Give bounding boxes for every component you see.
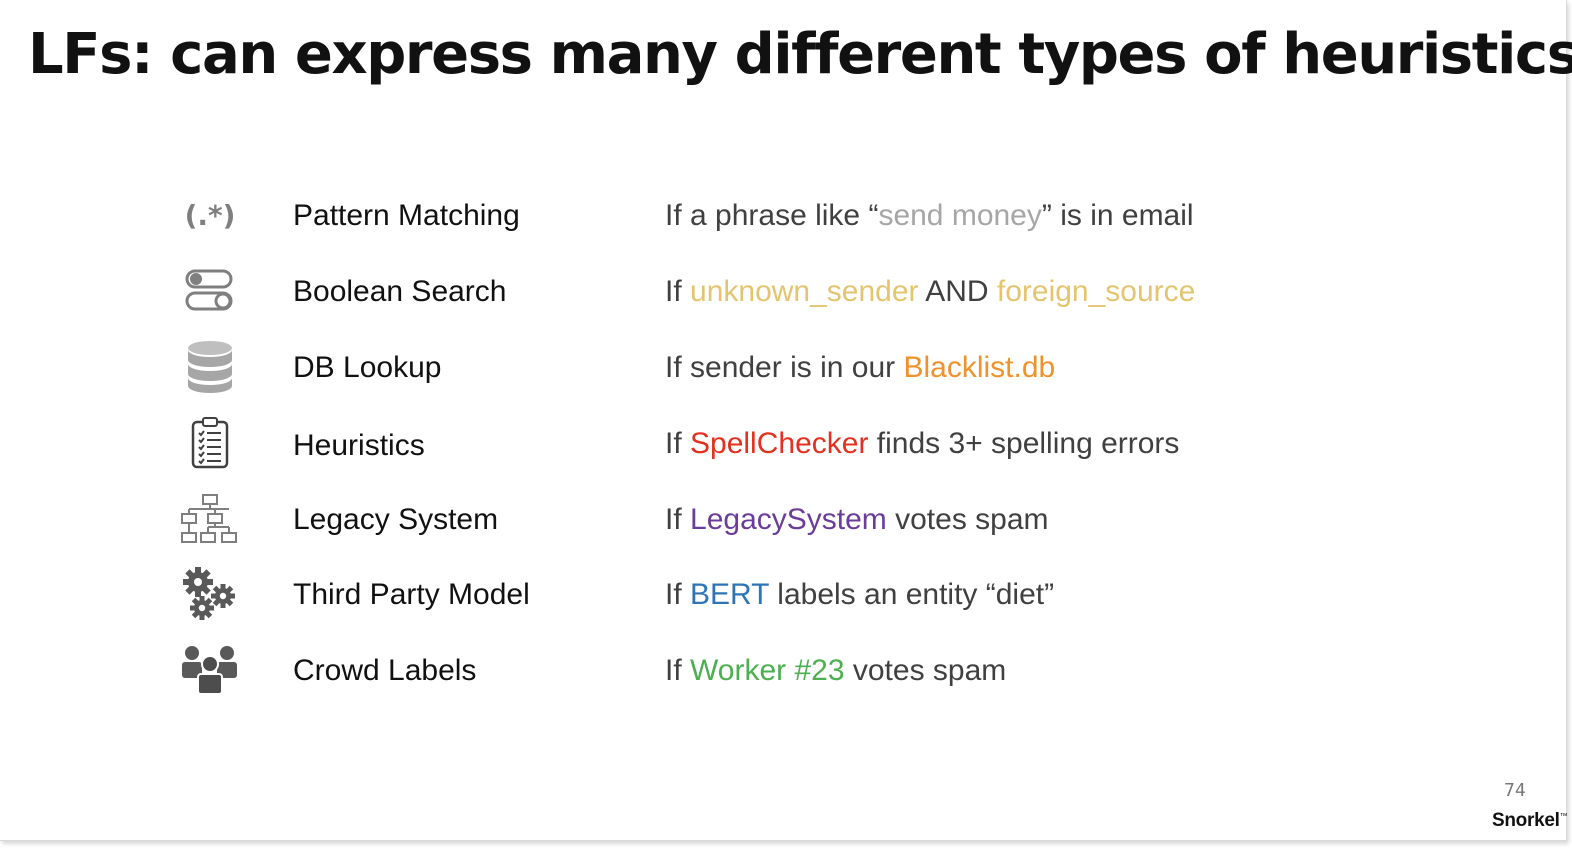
desc-part: If (665, 275, 691, 308)
heuristic-row: DB Lookup If sender is in our Blacklist.… (0, 337, 1400, 397)
heuristic-row: Heuristics If SpellChecker finds 3+ spel… (0, 413, 1400, 473)
heuristic-row: Third Party Model If BERT labels an enti… (0, 564, 1400, 624)
desc-part: If sender is in our (665, 351, 904, 384)
row-label: Crowd Labels (293, 654, 477, 687)
desc-highlight: LegacySystem (690, 503, 887, 536)
gears-icon (178, 564, 242, 624)
clipboard-checklist-icon (178, 413, 242, 473)
row-description: If a phrase like “send money” is in emai… (665, 199, 1194, 233)
row-label: Boolean Search (293, 275, 507, 308)
row-label: Heuristics (293, 429, 425, 462)
desc-highlight: Blacklist.db (903, 351, 1056, 384)
crowd-people-icon (178, 640, 242, 700)
row-description: If LegacySystem votes spam (665, 503, 1049, 537)
heuristic-row: Legacy System If LegacySystem votes spam (0, 489, 1400, 549)
heuristic-row: (.*) Pattern Matching If a phrase like “… (0, 185, 1400, 245)
toggle-switches-icon (178, 261, 242, 321)
row-label: Legacy System (293, 503, 499, 536)
desc-part: votes spam (886, 503, 1049, 536)
page-number: 74 (1504, 780, 1526, 801)
desc-part: If (665, 427, 691, 460)
row-description: If unknown_sender AND foreign_source (665, 275, 1195, 309)
row-label: Third Party Model (293, 578, 530, 611)
desc-part: AND (918, 275, 997, 308)
row-description: If Worker #23 votes spam (665, 654, 1006, 688)
desc-highlight: send money (878, 199, 1042, 232)
heuristic-row: Crowd Labels If Worker #23 votes spam (0, 640, 1400, 700)
desc-part: votes spam (844, 654, 1007, 687)
hierarchy-chart-icon (178, 489, 242, 549)
desc-highlight: foreign_source (996, 275, 1196, 308)
desc-part: If (665, 578, 691, 611)
row-description: If SpellChecker finds 3+ spelling errors (665, 427, 1179, 461)
desc-highlight: Worker #23 (690, 654, 845, 687)
row-label: Pattern Matching (293, 199, 520, 232)
desc-part: If (665, 503, 691, 536)
desc-highlight: unknown_sender (690, 275, 919, 308)
desc-part: finds 3+ spelling errors (868, 427, 1180, 460)
desc-part: If (665, 654, 691, 687)
slide-title: LFs: can express many different types of… (28, 22, 1572, 87)
row-label: DB Lookup (293, 351, 442, 384)
desc-highlight: SpellChecker (690, 427, 869, 460)
database-icon (178, 337, 242, 397)
regex-icon: (.*) (184, 198, 236, 232)
desc-part: If a phrase like “ (665, 199, 879, 232)
desc-part: ” is in email (1041, 199, 1194, 232)
row-description: If BERT labels an entity “diet” (665, 578, 1054, 612)
snorkel-logo: Snorkel™ (1492, 810, 1568, 831)
heuristic-row: Boolean Search If unknown_sender AND for… (0, 261, 1400, 321)
desc-part: labels an entity “diet” (768, 578, 1055, 611)
row-description: If sender is in our Blacklist.db (665, 351, 1055, 385)
desc-highlight: BERT (690, 578, 769, 611)
